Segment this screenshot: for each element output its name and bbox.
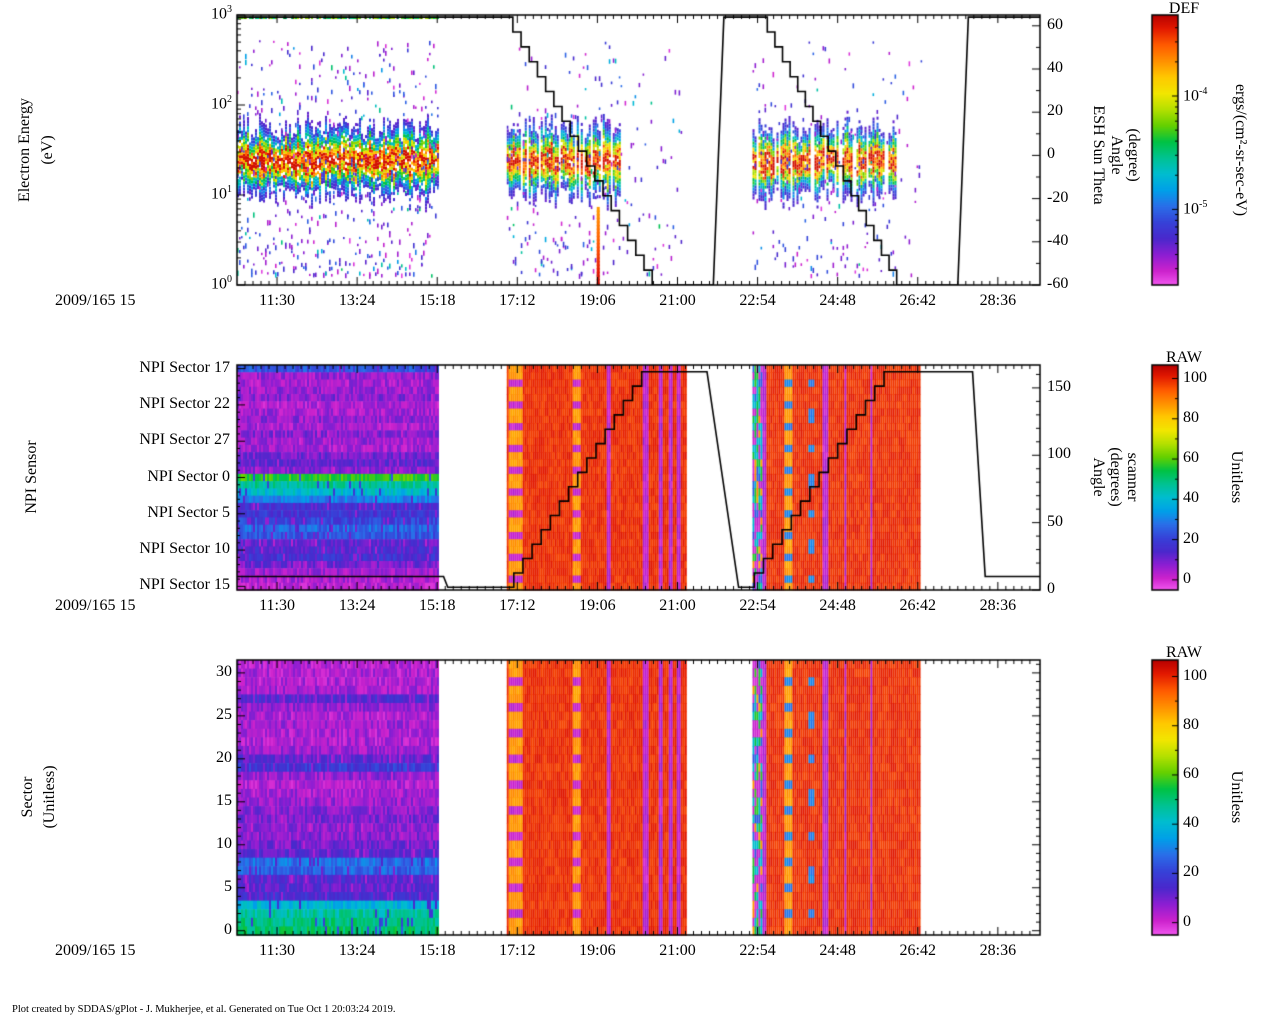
x-tick-label: 13:24: [338, 292, 376, 309]
right-axis-tick-label: 150: [1047, 377, 1071, 395]
p2-right-axis-label-line2: Angle: [1090, 457, 1108, 497]
right-axis-tick-label: -40: [1047, 231, 1069, 249]
right-axis-tick-label: 60: [1047, 15, 1063, 33]
p1-right-axis-label-line3: (degree): [1125, 128, 1143, 182]
x-tick-label: 11:30: [259, 597, 295, 614]
x-tick-label: 26:42: [899, 942, 936, 959]
p2-right-axis-label-line1: scanner: [1124, 452, 1142, 502]
right-axis-tick-label: 20: [1047, 102, 1063, 120]
x-tick-label: 11:30: [259, 292, 295, 309]
raw1-colorbar-unit-label: Unitless: [1228, 450, 1246, 504]
x-tick-label: 13:24: [338, 942, 376, 959]
p1-right-axis-label-line1: ESH Sun Theta: [1090, 105, 1108, 205]
x-tick-label: 28:36: [979, 597, 1017, 614]
y-tick-label: 103: [211, 4, 232, 23]
raw-colorbar-tick-label: 0: [1183, 912, 1191, 930]
y-tick-label: 10: [216, 834, 232, 852]
right-axis-tick-label: 50: [1047, 512, 1063, 530]
raw-colorbar-tick-label: 20: [1183, 529, 1199, 547]
y-tick-label: 0: [224, 920, 232, 938]
row-label: NPI Sector 27: [139, 431, 230, 449]
def-colorbar-title: DEF: [1168, 0, 1200, 17]
raw-colorbar-tick-label: 100: [1183, 666, 1207, 684]
x-tick-label: 13:24: [338, 597, 376, 614]
x-tick-label: 21:00: [659, 597, 696, 614]
raw2-colorbar-title: RAW: [1165, 644, 1203, 661]
x-tick-label: 22:54: [739, 597, 776, 614]
def-colorbar-tick-label: 10-5: [1183, 199, 1208, 218]
x-tick-label: 28:36: [979, 942, 1017, 959]
raw-colorbar-tick-label: 60: [1183, 764, 1199, 782]
x-tick-label: 17:12: [499, 292, 536, 309]
p3-yaxis-label-line1: Sector: [18, 776, 36, 818]
raw-colorbar-tick-label: 60: [1183, 449, 1199, 467]
x-tick-label: 22:54: [739, 292, 776, 309]
x-tick-label: 26:42: [899, 292, 936, 309]
right-axis-tick-label: 100: [1047, 445, 1071, 463]
x-tick-label: 19:06: [579, 942, 616, 959]
right-axis-tick-label: 0: [1047, 580, 1055, 597]
x-tick-label: 15:18: [418, 597, 456, 614]
y-tick-label: 20: [216, 748, 232, 766]
x-tick-label: 26:42: [899, 597, 936, 614]
raw-colorbar-tick-label: 40: [1183, 814, 1199, 832]
def-colorbar-unit-label: ergs/(cm²-sr-sec-eV): [1232, 83, 1250, 217]
x-tick-label: 22:54: [739, 942, 776, 959]
x-tick-label: 24:48: [819, 942, 856, 959]
row-label: NPI Sector 22: [139, 394, 230, 412]
x-tick-label: 11:30: [259, 942, 295, 959]
y-tick-label: 25: [216, 705, 232, 723]
raw-colorbar-tick-label: 20: [1183, 863, 1199, 881]
p1-yaxis-label-line2: (eV): [38, 135, 56, 165]
raw-colorbar-tick-label: 0: [1183, 569, 1191, 587]
y-tick-label: 100: [211, 274, 232, 293]
x-tick-label: 19:06: [579, 292, 616, 309]
y-tick-label: 5: [224, 877, 232, 895]
raw-colorbar-tick-label: 80: [1183, 715, 1199, 733]
x-tick-label: 15:18: [418, 292, 456, 309]
right-axis-tick-label: 40: [1047, 59, 1063, 76]
raw2-colorbar-unit-label: Unitless: [1228, 770, 1246, 824]
p3-yaxis-label-line2: (Unitless): [40, 765, 58, 829]
y-tick-label: 15: [216, 791, 232, 809]
p2-right-axis-label-line3: (degrees): [1107, 447, 1125, 507]
p2-start-date-label: 2009/165 15: [55, 597, 136, 614]
x-tick-label: 21:00: [659, 292, 696, 309]
right-axis-tick-label: 0: [1047, 145, 1055, 163]
right-axis-tick-label: -20: [1047, 188, 1069, 206]
y-tick-label: 30: [216, 662, 232, 680]
plot-credit-footer: Plot created by SDDAS/gPlot - J. Mukherj…: [12, 1004, 396, 1015]
p1-start-date-label: 2009/165 15: [55, 292, 136, 309]
x-tick-label: 19:06: [579, 597, 616, 614]
row-label: NPI Sector 10: [139, 540, 230, 558]
x-tick-label: 17:12: [499, 942, 536, 959]
x-tick-label: 17:12: [499, 597, 536, 614]
row-label: NPI Sector 0: [147, 467, 230, 485]
raw-colorbar-tick-label: 40: [1183, 489, 1199, 507]
x-tick-label: 15:18: [418, 942, 456, 959]
row-label: NPI Sector 17: [139, 358, 230, 376]
p1-yaxis-label-line1: Electron Energy: [15, 97, 33, 203]
p3-start-date-label: 2009/165 15: [55, 942, 136, 959]
y-tick-label: 101: [211, 184, 232, 203]
x-tick-label: 21:00: [659, 942, 696, 959]
row-label: NPI Sector 5: [147, 503, 230, 521]
raw1-colorbar-title: RAW: [1165, 349, 1203, 366]
row-label: NPI Sector 15: [139, 576, 230, 594]
raw-colorbar-tick-label: 100: [1183, 368, 1207, 386]
y-tick-label: 102: [211, 94, 232, 113]
p1-right-axis-label-line2: Angle: [1108, 135, 1126, 175]
raw-colorbar-tick-label: 80: [1183, 408, 1199, 426]
p2-yaxis-label: NPI Sensor: [22, 440, 40, 514]
x-tick-label: 24:48: [819, 597, 856, 614]
right-axis-tick-label: -60: [1047, 275, 1069, 292]
x-tick-label: 28:36: [979, 292, 1017, 309]
x-tick-label: 24:48: [819, 292, 856, 309]
def-colorbar-tick-label: 10-4: [1183, 86, 1208, 105]
